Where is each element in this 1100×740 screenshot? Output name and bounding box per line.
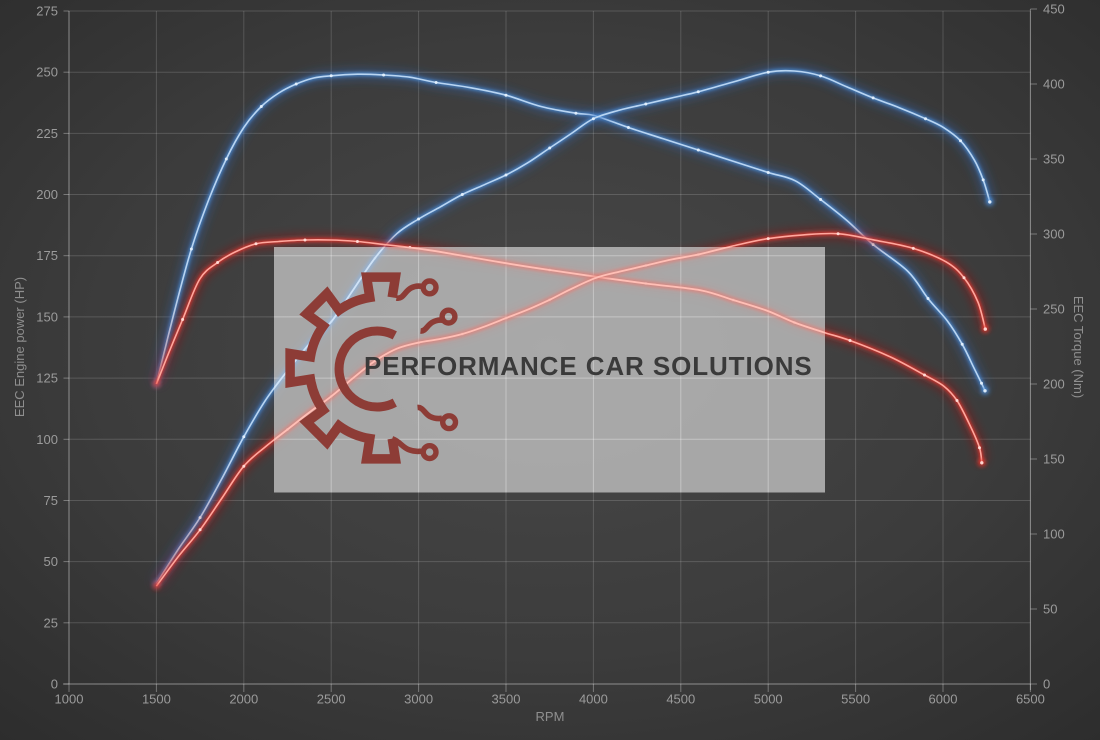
svg-text:0: 0 [1043, 677, 1050, 692]
svg-text:450: 450 [1043, 2, 1065, 17]
svg-text:150: 150 [36, 309, 58, 324]
svg-text:0: 0 [51, 677, 58, 692]
svg-text:275: 275 [36, 4, 58, 19]
svg-text:1500: 1500 [142, 692, 171, 707]
svg-text:50: 50 [1043, 602, 1057, 617]
svg-text:EEC Engine power (HP): EEC Engine power (HP) [12, 277, 27, 417]
svg-text:5500: 5500 [841, 692, 870, 707]
svg-text:125: 125 [36, 371, 58, 386]
svg-text:1000: 1000 [55, 692, 84, 707]
svg-text:225: 225 [36, 126, 58, 141]
svg-text:4000: 4000 [579, 692, 608, 707]
svg-text:175: 175 [36, 248, 58, 263]
svg-text:250: 250 [36, 65, 58, 80]
svg-text:PERFORMANCE CAR SOLUTIONS: PERFORMANCE CAR SOLUTIONS [364, 351, 813, 381]
svg-text:6000: 6000 [929, 692, 958, 707]
svg-text:350: 350 [1043, 152, 1065, 167]
svg-text:5000: 5000 [754, 692, 783, 707]
svg-text:100: 100 [1043, 527, 1065, 542]
svg-text:RPM: RPM [536, 709, 565, 724]
svg-text:150: 150 [1043, 452, 1065, 467]
svg-text:250: 250 [1043, 302, 1065, 317]
svg-text:3000: 3000 [404, 692, 433, 707]
svg-text:200: 200 [36, 187, 58, 202]
svg-text:25: 25 [44, 615, 58, 630]
svg-text:6500: 6500 [1016, 692, 1045, 707]
svg-text:EEC Torque (Nm): EEC Torque (Nm) [1071, 296, 1086, 398]
svg-text:50: 50 [44, 554, 58, 569]
svg-text:400: 400 [1043, 77, 1065, 92]
svg-text:3500: 3500 [492, 692, 521, 707]
svg-text:75: 75 [44, 493, 58, 508]
svg-text:2500: 2500 [317, 692, 346, 707]
svg-text:100: 100 [36, 432, 58, 447]
svg-text:4500: 4500 [666, 692, 695, 707]
svg-text:2000: 2000 [229, 692, 258, 707]
svg-text:300: 300 [1043, 227, 1065, 242]
svg-text:200: 200 [1043, 377, 1065, 392]
